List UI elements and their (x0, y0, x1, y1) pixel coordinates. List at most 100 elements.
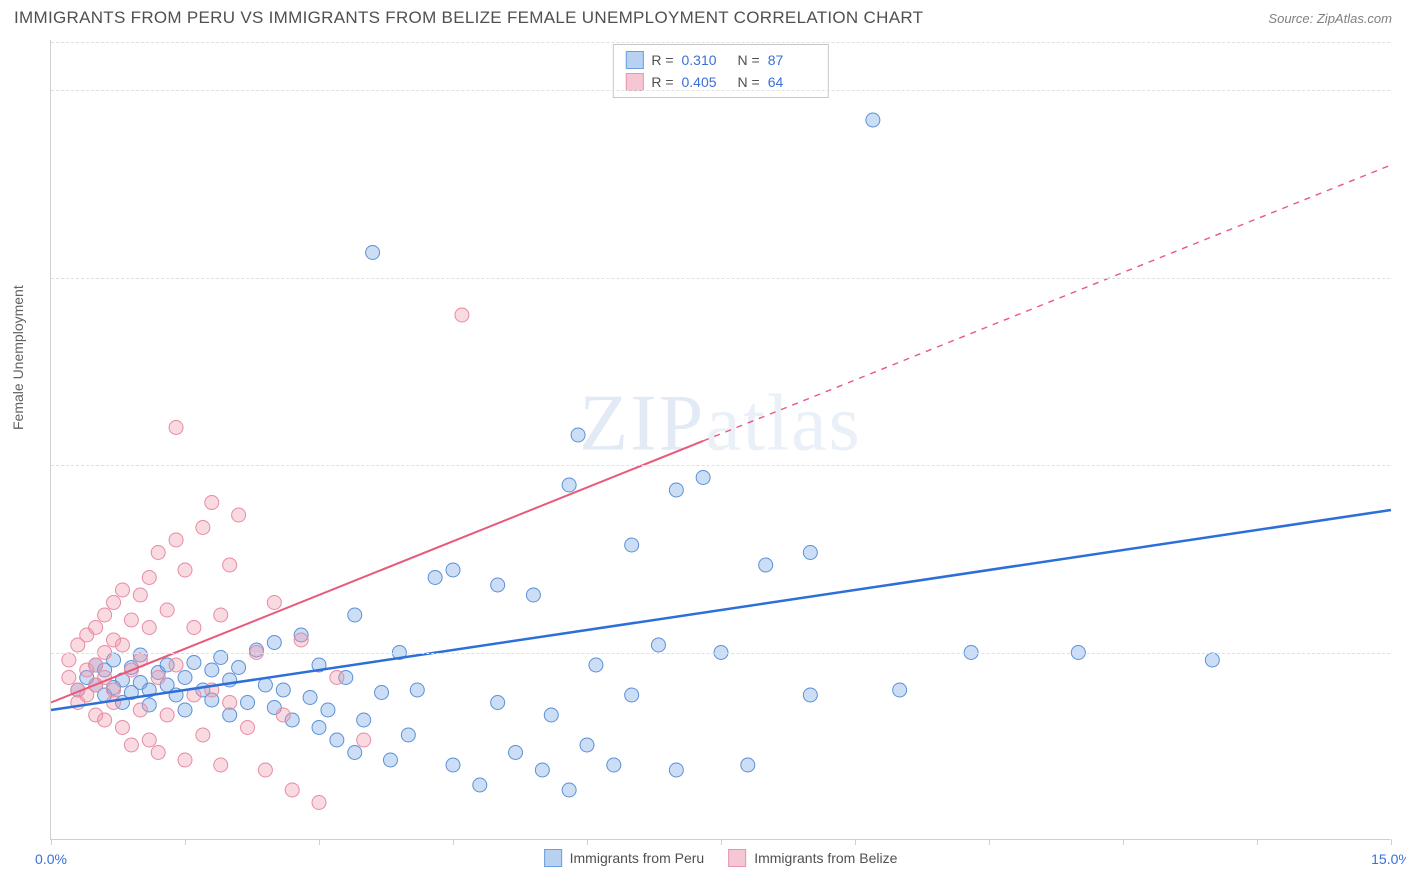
scatter-point (160, 603, 174, 617)
legend-item-peru: Immigrants from Peru (544, 849, 705, 867)
source-label: Source: (1268, 11, 1313, 26)
scatter-point (205, 496, 219, 510)
scatter-point (214, 608, 228, 622)
n-value-belize: 64 (768, 74, 816, 90)
scatter-point (196, 728, 210, 742)
legend-item-belize: Immigrants from Belize (728, 849, 897, 867)
scatter-point (294, 633, 308, 647)
scatter-point (330, 733, 344, 747)
scatter-point (357, 733, 371, 747)
swatch-peru (625, 51, 643, 69)
scatter-point (741, 758, 755, 772)
scatter-point (151, 546, 165, 560)
trend-line-dashed (703, 165, 1391, 441)
x-tick (319, 839, 320, 845)
scatter-point (446, 563, 460, 577)
gridline (51, 90, 1390, 91)
scatter-point (366, 246, 380, 260)
x-tick (185, 839, 186, 845)
scatter-point (509, 746, 523, 760)
title-bar: IMMIGRANTS FROM PERU VS IMMIGRANTS FROM … (0, 0, 1406, 34)
gridline (51, 42, 1390, 43)
scatter-point (455, 308, 469, 322)
scatter-point (473, 778, 487, 792)
scatter-point (276, 708, 290, 722)
scatter-point (107, 683, 121, 697)
scatter-point (178, 753, 192, 767)
scatter-point (223, 708, 237, 722)
n-value-peru: 87 (768, 52, 816, 68)
scatter-point (62, 671, 76, 685)
x-tick (1391, 839, 1392, 845)
swatch-peru-icon (544, 849, 562, 867)
scatter-point (115, 583, 129, 597)
scatter-point (241, 721, 255, 735)
scatter-point (562, 783, 576, 797)
scatter-point (375, 686, 389, 700)
plot-area (51, 40, 1391, 840)
source-attribution: Source: ZipAtlas.com (1268, 11, 1392, 26)
scatter-point (321, 703, 335, 717)
scatter-point (348, 608, 362, 622)
n-label: N = (738, 52, 760, 68)
scatter-point (151, 746, 165, 760)
scatter-point (142, 621, 156, 635)
scatter-point (124, 613, 138, 627)
scatter-point (223, 558, 237, 572)
legend-label-peru: Immigrants from Peru (570, 850, 705, 866)
trend-line (51, 510, 1391, 710)
scatter-point (446, 758, 460, 772)
scatter-point (759, 558, 773, 572)
scatter-point (401, 728, 415, 742)
scatter-point (348, 746, 362, 760)
scatter-point (107, 596, 121, 610)
scatter-point (258, 763, 272, 777)
gridline (51, 278, 1390, 279)
scatter-point (187, 621, 201, 635)
x-tick (453, 839, 454, 845)
scatter-point (491, 696, 505, 710)
scatter-point (133, 703, 147, 717)
x-tick-label: 15.0% (1371, 851, 1406, 867)
scatter-point (142, 733, 156, 747)
scatter-point (312, 721, 326, 735)
r-label: R = (651, 52, 673, 68)
scatter-point (669, 483, 683, 497)
scatter-point (625, 538, 639, 552)
scatter-point (178, 703, 192, 717)
scatter-point (580, 738, 594, 752)
scatter-point (89, 621, 103, 635)
scatter-point (178, 671, 192, 685)
scatter-point (330, 671, 344, 685)
r-value-peru: 0.310 (682, 52, 730, 68)
legend-label-belize: Immigrants from Belize (754, 850, 897, 866)
scatter-point (98, 713, 112, 727)
gridline (51, 465, 1390, 466)
scatter-point (696, 471, 710, 485)
scatter-point (589, 658, 603, 672)
scatter-point (258, 678, 272, 692)
scatter-point (62, 653, 76, 667)
scatter-point (169, 533, 183, 547)
x-tick (1123, 839, 1124, 845)
scatter-point (625, 688, 639, 702)
scatter-point (223, 696, 237, 710)
scatter-point (196, 521, 210, 535)
scatter-point (124, 738, 138, 752)
x-tick (989, 839, 990, 845)
x-tick (855, 839, 856, 845)
scatter-point (562, 478, 576, 492)
scatter-point (205, 663, 219, 677)
legend-series: Immigrants from Peru Immigrants from Bel… (544, 849, 898, 867)
x-tick (1257, 839, 1258, 845)
scatter-point (214, 758, 228, 772)
scatter-point (893, 683, 907, 697)
chart-frame: ZIPatlas R = 0.310 N = 87 R = 0.405 N = … (50, 40, 1390, 840)
scatter-point (535, 763, 549, 777)
scatter-point (312, 796, 326, 810)
scatter-point (142, 571, 156, 585)
scatter-point (1205, 653, 1219, 667)
scatter-point (669, 763, 683, 777)
x-tick (51, 839, 52, 845)
scatter-point (187, 656, 201, 670)
